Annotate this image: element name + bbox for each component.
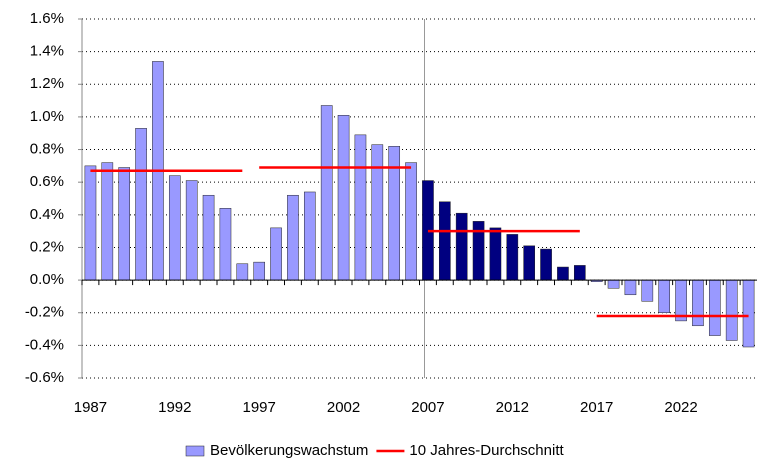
legend-label: 10 Jahres-Durchschnitt [409,442,564,459]
bar [742,279,755,348]
bar [573,265,586,281]
y-tick-label: 1.0% [30,108,64,125]
y-tick-label: 0.2% [30,238,64,255]
bar [607,279,620,289]
bar [624,279,637,296]
bar [523,245,536,281]
bar [320,105,333,281]
y-tick-label: 0.6% [30,173,64,190]
y-tick-label: 0.8% [30,141,64,158]
bar [303,191,316,281]
bar [371,144,384,281]
bar [202,194,215,281]
y-tick-label: 0.4% [30,206,64,223]
y-tick-label: 1.2% [30,75,64,92]
y-tick-label: 1.4% [30,43,64,60]
bar [708,279,721,336]
y-tick-label: -0.6% [25,369,64,386]
legend-label: Bevölkerungswachstum [210,442,368,459]
bar [725,279,738,341]
bar [236,263,249,281]
bar [692,279,704,327]
bar [219,208,232,281]
x-tick-label: 1987 [74,399,107,416]
y-tick-label: -0.4% [25,336,64,353]
y-tick-label: 0.0% [30,271,64,288]
bar [354,134,367,281]
bar [84,165,97,281]
bar [270,227,282,281]
bar [641,279,654,302]
bar [185,180,198,281]
y-tick-label: -0.2% [25,304,64,321]
bar [253,261,266,281]
bar [337,115,350,281]
x-tick-label: 2017 [580,399,613,416]
bar [540,248,552,281]
bar [405,162,417,281]
x-tick-label: 2012 [496,399,529,416]
bar [168,175,181,281]
y-tick-label: 1.6% [30,10,64,27]
bar [506,234,519,281]
x-tick-label: 1992 [158,399,191,416]
bar [101,162,114,281]
bar [658,279,671,313]
bar [287,194,299,281]
bar [557,266,569,281]
bar [118,167,131,281]
x-tick-label: 2002 [327,399,360,416]
bar [135,128,147,281]
x-tick-label: 2022 [664,399,697,416]
x-tick-label: 1997 [243,399,276,416]
legend-swatch [185,445,205,457]
bar [438,201,451,281]
bar [455,212,468,281]
bar [489,227,502,281]
x-tick-label: 2007 [411,399,444,416]
